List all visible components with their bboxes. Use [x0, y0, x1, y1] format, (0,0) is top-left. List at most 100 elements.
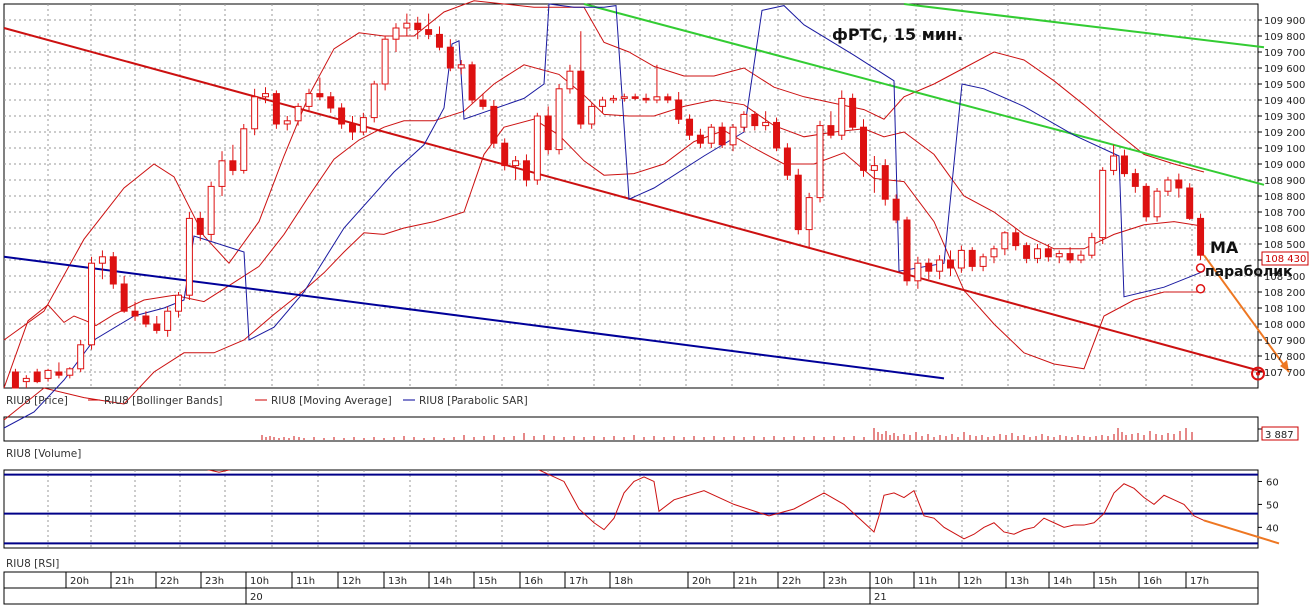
candle-up [370, 83, 378, 119]
candle-down [446, 46, 454, 69]
time-tick-label: 16h [524, 576, 543, 587]
candle-down [783, 147, 791, 176]
time-tick-label: 21h [738, 576, 757, 587]
time-tick-label: 10h [874, 576, 893, 587]
candle-up [251, 96, 259, 130]
candle-up [979, 256, 987, 267]
price-tick-label: 108 100 [1264, 304, 1305, 315]
candle-down [316, 93, 324, 98]
candle-down [1023, 245, 1031, 259]
candle-down [501, 142, 509, 167]
volume-value-box [1261, 426, 1299, 441]
candle-up [1099, 169, 1107, 239]
last-price-label: 108 430 [1265, 254, 1306, 265]
candle-up [512, 160, 520, 167]
candle-up [1077, 254, 1085, 261]
candle-up [729, 126, 737, 146]
candle-up [1001, 232, 1009, 250]
rsi-panel-frame [3, 469, 1259, 549]
candle-up [1088, 237, 1096, 256]
candle-down [1044, 248, 1052, 258]
time-tick-label: 14h [1053, 576, 1072, 587]
candle-up [566, 70, 574, 90]
candle-up [305, 93, 313, 107]
rsi-tick-label: 40 [1266, 523, 1279, 534]
bb-lower-marker [1195, 284, 1206, 294]
price-tick-label: 109 500 [1264, 80, 1305, 91]
parabolic-annotation: параболик [1205, 264, 1293, 280]
rsi-tick-label: 50 [1266, 500, 1279, 511]
bb-lower-line [3, 118, 1204, 421]
time-tick-label: 23h [828, 576, 847, 587]
candle-up [88, 262, 96, 346]
candle-up [207, 185, 215, 235]
candle-down [327, 96, 335, 109]
candle-down [718, 126, 726, 146]
forecast-arrow-price [1203, 254, 1290, 373]
annotation-overlay [1195, 254, 1290, 381]
candle-down [131, 310, 139, 317]
target-marker [1251, 366, 1265, 381]
price-tick-label: 107 900 [1264, 336, 1305, 347]
candle-up [457, 64, 465, 69]
price-tick-label: 109 000 [1264, 160, 1305, 171]
ma-annotation: MA [1210, 238, 1239, 257]
price-tick-label: 109 600 [1264, 64, 1305, 75]
candle-down [544, 115, 552, 151]
candle-down [947, 259, 954, 269]
time-tick-label: 20h [70, 576, 89, 587]
time-tick-label: 15h [1098, 576, 1117, 587]
price-tick-label: 108 500 [1264, 240, 1305, 251]
candle-up [620, 96, 628, 99]
trend-line [583, 3, 1265, 186]
time-tick-label: 13h [1010, 576, 1029, 587]
candle-up [957, 249, 965, 269]
candle-down [272, 93, 280, 125]
candle-down [773, 121, 781, 149]
candle-up [185, 217, 193, 296]
candle-down [229, 160, 237, 171]
candle-down [435, 33, 443, 48]
candle-up [77, 344, 85, 370]
rsi-label: RIU8 [RSI] [6, 558, 59, 570]
parabolic-sar-line [3, 3, 1205, 429]
candle-down [664, 96, 672, 101]
candle-up [1153, 190, 1161, 218]
last-price-box [1261, 251, 1309, 266]
trend-lines [3, 3, 1265, 380]
candle-down [686, 118, 694, 136]
candle-down [925, 262, 933, 272]
candle-up [870, 165, 878, 171]
rsi-line [206, 470, 1205, 540]
candle-up [66, 368, 74, 376]
time-tick-label: 13h [388, 576, 407, 587]
candle-down [425, 29, 433, 35]
time-tick-label: 18h [614, 576, 633, 587]
candle-up [599, 99, 607, 107]
candle-up [990, 248, 998, 258]
time-tick-label: 20h [692, 576, 711, 587]
time-tick-label: 15h [478, 576, 497, 587]
legend-price: RIU8 [Price] [6, 395, 68, 407]
candle-down [860, 126, 867, 171]
forecast-arrow-rsi [1203, 519, 1280, 545]
trend-line [903, 3, 1265, 49]
rsi-panel: 60 50 40 [4, 470, 1280, 545]
candle-up [936, 259, 944, 272]
candle-down [153, 323, 161, 331]
parabolic-sar-path [3, 3, 1205, 429]
candle-up [609, 97, 617, 101]
candle-up [805, 197, 813, 231]
candle-up [381, 38, 389, 85]
candle-up [175, 294, 183, 312]
sar-marker [1195, 263, 1206, 273]
price-tick-label: 109 900 [1264, 16, 1305, 27]
target-marker-dot [1256, 371, 1260, 376]
time-tick-label: 16h [1143, 576, 1162, 587]
candle-up [555, 88, 563, 151]
candle-up [22, 377, 30, 383]
price-tick-label: 109 100 [1264, 144, 1305, 155]
time-tick-label: 22h [160, 576, 179, 587]
bb-upper-line [3, 0, 1205, 341]
